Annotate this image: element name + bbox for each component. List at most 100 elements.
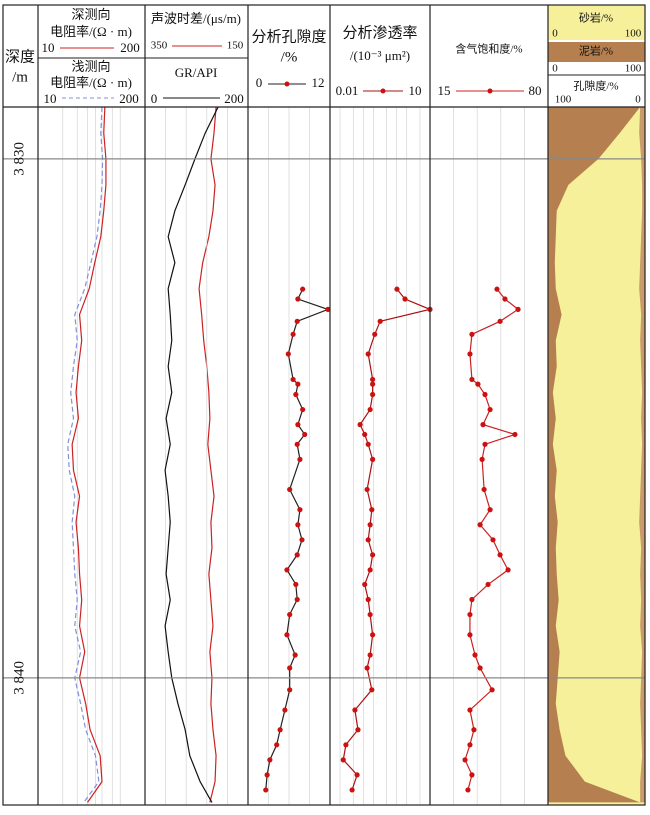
legend-label: 孔隙度/% [573, 79, 618, 93]
depth-tick-label: 3 840 [11, 661, 27, 695]
legend-label: 砂岩/% [579, 11, 613, 25]
track-title: 分析孔隙度 [251, 28, 326, 45]
core-sample [485, 581, 491, 588]
core-sample [297, 456, 303, 462]
core-sample [479, 456, 485, 462]
core-sample [352, 707, 358, 713]
lithology-fill [639, 107, 645, 803]
scale-label: 200 [224, 91, 244, 106]
legend-marker [487, 88, 493, 94]
core-sample [294, 318, 300, 324]
core-sample [372, 331, 378, 337]
core-sample [472, 652, 478, 658]
core-sample [295, 296, 301, 302]
core-sample [295, 381, 301, 387]
core-sample [515, 306, 521, 312]
core-sample [267, 757, 273, 763]
core-sample [370, 391, 376, 398]
scale-label: 12 [312, 75, 325, 90]
core-sample [490, 537, 496, 543]
legend-label: GR/API [175, 65, 218, 80]
core-sample [299, 537, 305, 543]
scale-label: 80 [529, 83, 542, 98]
log-curve [67, 106, 104, 803]
plot-area: 3 830 3 840 [3, 106, 645, 805]
core-sample [343, 742, 349, 748]
scale-label: 0 [552, 63, 558, 75]
core-sample [370, 632, 376, 638]
core-sample [370, 552, 376, 558]
legend-label: 电阻率/(Ω · m) [50, 24, 132, 39]
core-sample [362, 581, 368, 588]
legend-marker [380, 88, 386, 94]
legend-label: 深测向 [71, 7, 110, 22]
scale-label: 100 [555, 94, 572, 106]
log-curve [265, 288, 330, 791]
core-sample [284, 632, 290, 638]
scale-label: 10 [409, 83, 422, 98]
core-sample [469, 376, 475, 383]
core-sample [364, 665, 370, 671]
legend-label: 泥岩/% [579, 44, 613, 58]
core-sample [295, 422, 301, 428]
core-sample [287, 486, 293, 493]
core-sample [489, 687, 495, 693]
core-sample [292, 652, 298, 658]
core-sample [467, 707, 473, 713]
core-sample [482, 441, 488, 447]
core-sample [370, 381, 376, 387]
legend-label: 电阻率/(Ω · m) [50, 75, 132, 90]
core-sample [367, 567, 373, 573]
log-curve [164, 106, 219, 803]
core-sample [469, 596, 475, 603]
core-sample [349, 787, 355, 793]
track-title: /% [281, 49, 298, 65]
core-sample [287, 665, 293, 671]
core-sample [497, 552, 503, 558]
core-sample [467, 742, 473, 748]
scale-label: 100 [625, 28, 642, 40]
core-sample [467, 351, 473, 357]
core-sample [284, 567, 290, 573]
core-sample [465, 787, 471, 793]
sand-header-box [548, 5, 645, 40]
lithology-fill [548, 107, 641, 803]
core-sample [482, 391, 488, 398]
core-sample [377, 318, 383, 324]
core-sample [287, 687, 293, 693]
core-sample [502, 296, 508, 302]
core-sample [340, 757, 346, 763]
core-sample [365, 351, 371, 357]
core-sample [487, 507, 493, 513]
core-sample [462, 757, 468, 763]
core-sample [290, 376, 296, 383]
core-sample [367, 522, 373, 528]
scale-label: 0 [256, 75, 263, 90]
core-sample [294, 441, 300, 447]
core-sample [480, 422, 486, 428]
core-sample [285, 351, 291, 357]
scale-label: 0 [635, 94, 641, 106]
scale-label: 10 [42, 40, 55, 55]
core-sample [467, 611, 473, 618]
scale-label: 10 [44, 91, 57, 106]
track-title: 分析渗透率 [342, 24, 417, 41]
core-sample [263, 787, 269, 793]
core-sample [370, 456, 376, 462]
core-sample [297, 507, 303, 513]
depth-tick-label: 3 830 [11, 142, 27, 176]
log-curve [198, 106, 217, 803]
legend-label: 声波时差/(μs/m) [151, 11, 241, 26]
core-sample [300, 406, 306, 413]
scale-label: 100 [625, 63, 642, 75]
core-sample [294, 596, 300, 603]
core-sample [282, 707, 288, 713]
core-sample [365, 441, 371, 447]
legend-marker [284, 81, 290, 87]
core-sample [294, 552, 300, 558]
core-sample [477, 522, 483, 528]
core-sample [367, 406, 373, 413]
core-sample [512, 431, 518, 438]
core-sample [469, 772, 475, 778]
scale-label: 200 [120, 40, 140, 55]
